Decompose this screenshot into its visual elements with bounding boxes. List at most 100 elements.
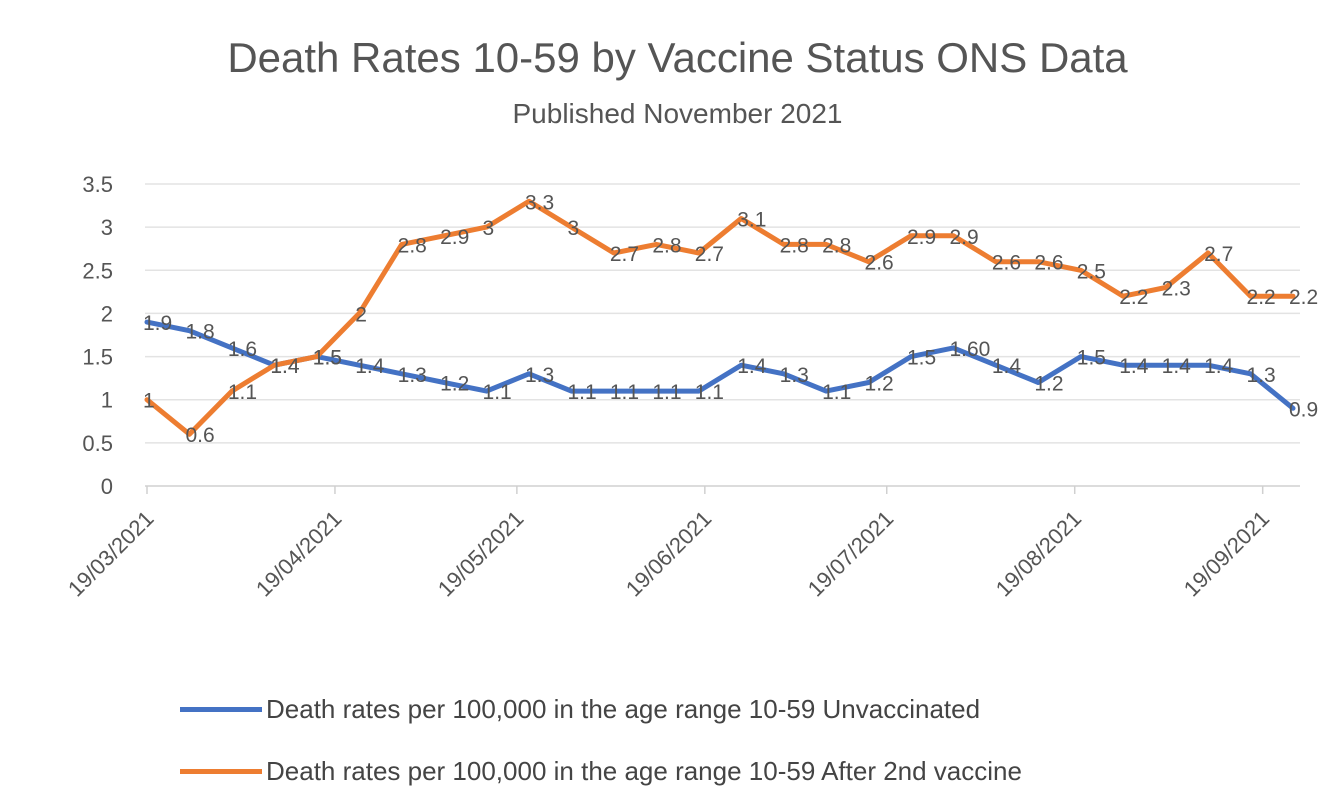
data-label-unvaccinated: 1.2 (1034, 372, 1063, 395)
data-label-after-2nd-vaccine: 2.5 (1077, 260, 1106, 283)
data-point-unvaccinated (909, 354, 913, 359)
data-label-unvaccinated: 1.4 (1119, 355, 1149, 378)
data-label-unvaccinated: 1.5 (1077, 347, 1106, 370)
data-label-after-2nd-vaccine: 2 (355, 303, 367, 326)
data-point-after-2nd-vaccine (993, 259, 998, 264)
data-point-unvaccinated (951, 345, 956, 350)
data-point-unvaccinated (1078, 354, 1083, 359)
data-label-unvaccinated: 1.4 (1204, 355, 1234, 378)
data-label-unvaccinated: 0.9 (1289, 398, 1318, 421)
data-label-unvaccinated: 1.6 (228, 338, 257, 361)
data-point-unvaccinated (357, 363, 362, 368)
data-point-unvaccinated (739, 363, 744, 368)
data-label-unvaccinated: 1.1 (695, 381, 724, 404)
data-point-after-2nd-vaccine (1248, 294, 1253, 299)
data-point-after-2nd-vaccine (951, 233, 956, 238)
legend-swatch-unvaccinated (180, 707, 262, 712)
data-point-unvaccinated (993, 363, 998, 368)
data-label-unvaccinated: 1.5 (907, 347, 936, 370)
data-point-unvaccinated (569, 389, 574, 394)
data-point-after-2nd-vaccine (229, 389, 234, 394)
x-tick-label: 19/03/2021 (63, 506, 159, 602)
data-point-after-2nd-vaccine (866, 259, 871, 264)
data-point-unvaccinated (187, 328, 192, 333)
data-label-unvaccinated: 1.4 (992, 355, 1022, 378)
data-point-after-2nd-vaccine (145, 397, 149, 402)
data-label-unvaccinated: 1.1 (610, 381, 639, 404)
data-label-unvaccinated: 1.1 (822, 381, 851, 404)
data-point-after-2nd-vaccine (399, 242, 404, 247)
data-label-unvaccinated: 1.3 (398, 364, 427, 387)
data-label-unvaccinated: 1.4 (737, 355, 767, 378)
data-label-after-2nd-vaccine: 2.2 (1289, 286, 1318, 309)
data-label-after-2nd-vaccine: 2.6 (865, 252, 894, 275)
y-tick-label: 2.5 (82, 258, 113, 283)
y-tick-label: 2 (101, 301, 113, 326)
data-label-after-2nd-vaccine: 1.1 (228, 381, 257, 404)
data-point-unvaccinated (611, 389, 616, 394)
data-point-unvaccinated (145, 320, 149, 325)
data-label-after-2nd-vaccine: 2.7 (610, 243, 639, 266)
data-label-unvaccinated: 1.1 (483, 381, 512, 404)
y-tick-label: 0.5 (82, 431, 113, 456)
data-point-after-2nd-vaccine (187, 432, 192, 437)
data-label-unvaccinated: 1.1 (652, 381, 681, 404)
data-point-unvaccinated (781, 371, 786, 376)
legend-item-after-2nd-vaccine: Death rates per 100,000 in the age range… (180, 756, 1022, 787)
data-label-unvaccinated: 1.3 (1247, 364, 1276, 387)
data-point-after-2nd-vaccine (1121, 294, 1126, 299)
series-line-after-2nd-vaccine (144, 198, 1296, 437)
data-label-after-2nd-vaccine: 2.3 (1162, 278, 1191, 301)
data-label-after-2nd-vaccine: 2.8 (652, 234, 681, 257)
y-tick-label: 0 (101, 474, 113, 499)
data-point-unvaccinated (1206, 363, 1211, 368)
data-label-after-2nd-vaccine: 2.2 (1247, 286, 1276, 309)
data-point-after-2nd-vaccine (569, 225, 574, 230)
data-point-after-2nd-vaccine (1206, 251, 1211, 256)
data-label-after-2nd-vaccine: 2.6 (992, 252, 1021, 275)
data-point-unvaccinated (1291, 406, 1295, 411)
data-point-unvaccinated (229, 345, 234, 350)
data-label-unvaccinated: 1.3 (780, 364, 809, 387)
data-point-after-2nd-vaccine (824, 242, 829, 247)
data-point-unvaccinated (527, 371, 531, 376)
y-tick-label: 3 (101, 215, 113, 240)
legend-item-unvaccinated: Death rates per 100,000 in the age range… (180, 694, 980, 725)
data-label-unvaccinated: 1.8 (185, 321, 214, 344)
data-label-after-2nd-vaccine: 2.6 (1034, 252, 1063, 275)
data-point-after-2nd-vaccine (484, 225, 489, 230)
data-point-after-2nd-vaccine (781, 242, 786, 247)
legend-swatch-after-2nd-vaccine (180, 769, 262, 774)
data-label-after-2nd-vaccine: 2.8 (780, 234, 809, 257)
data-label-after-2nd-vaccine: 1.4 (270, 355, 300, 378)
data-label-after-2nd-vaccine: 2.9 (907, 226, 936, 249)
data-point-unvaccinated (442, 380, 447, 385)
data-point-unvaccinated (866, 380, 871, 385)
data-point-after-2nd-vaccine (1078, 268, 1083, 273)
data-label-unvaccinated: 1.3 (525, 364, 554, 387)
data-label-after-2nd-vaccine: 2.8 (822, 234, 851, 257)
data-point-unvaccinated (654, 389, 659, 394)
data-label-after-2nd-vaccine: 2.2 (1119, 286, 1148, 309)
data-point-unvaccinated (1163, 363, 1168, 368)
data-label-after-2nd-vaccine: 3 (483, 217, 495, 240)
y-tick-label: 1.5 (82, 345, 113, 370)
data-point-after-2nd-vaccine (314, 354, 319, 359)
data-label-unvaccinated: 1.4 (1162, 355, 1192, 378)
data-point-unvaccinated (484, 389, 489, 394)
data-point-after-2nd-vaccine (739, 216, 744, 221)
x-tick-label: 19/06/2021 (621, 506, 717, 602)
data-label-after-2nd-vaccine: 2.9 (440, 226, 469, 249)
data-label-after-2nd-vaccine: 1.5 (313, 347, 342, 370)
x-tick-label: 19/08/2021 (991, 506, 1087, 602)
chart-title: Death Rates 10-59 by Vaccine Status ONS … (227, 34, 1128, 81)
data-label-after-2nd-vaccine: 3.3 (525, 191, 554, 214)
data-label-after-2nd-vaccine: 2.9 (949, 226, 978, 249)
data-label-unvaccinated: 1.2 (440, 372, 469, 395)
data-point-after-2nd-vaccine (357, 311, 362, 316)
x-tick-label: 19/07/2021 (803, 506, 899, 602)
data-point-after-2nd-vaccine (909, 233, 913, 238)
data-point-after-2nd-vaccine (654, 242, 659, 247)
data-point-unvaccinated (696, 389, 701, 394)
